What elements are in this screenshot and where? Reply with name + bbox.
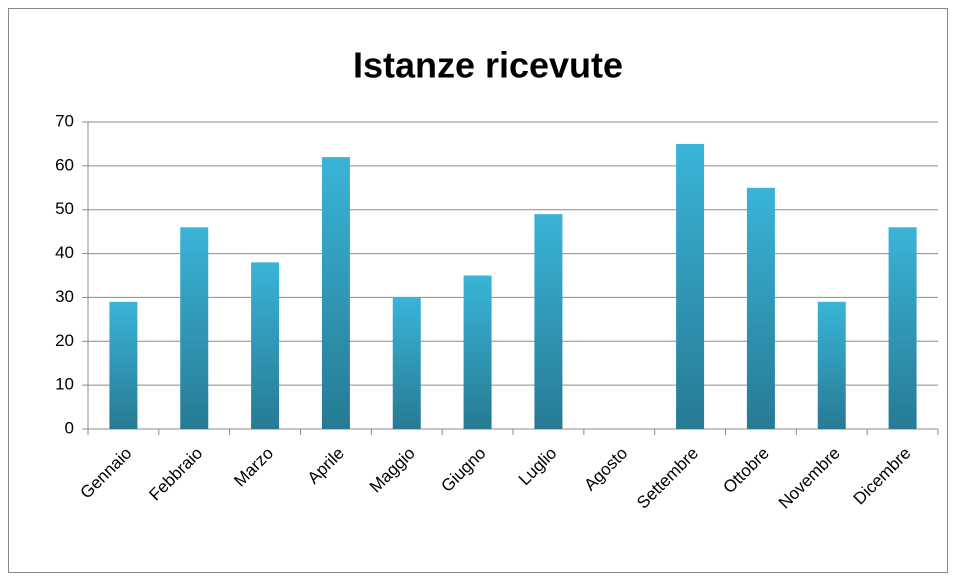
y-tick-label: 20 — [55, 331, 74, 350]
bar — [676, 143, 705, 429]
y-tick-label: 60 — [55, 155, 74, 174]
y-tick-label: 10 — [55, 375, 74, 394]
bar — [463, 275, 492, 429]
bar — [534, 214, 563, 429]
chart-title: Istanze ricevute — [353, 45, 623, 86]
bar — [817, 301, 846, 429]
bar — [109, 301, 138, 429]
bar — [180, 227, 209, 429]
y-tick-label: 0 — [65, 418, 74, 437]
y-tick-label: 30 — [55, 287, 74, 306]
bar — [251, 262, 280, 429]
bar — [746, 187, 775, 429]
y-tick-label: 50 — [55, 199, 74, 218]
y-tick-label: 40 — [55, 243, 74, 262]
bar — [392, 297, 421, 429]
bar — [321, 157, 350, 430]
bar — [888, 227, 917, 429]
y-tick-label: 70 — [55, 111, 74, 130]
